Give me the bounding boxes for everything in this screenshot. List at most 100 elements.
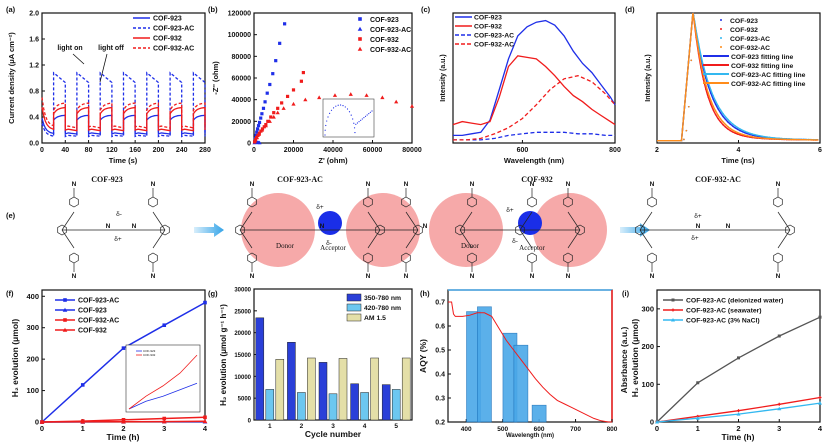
- nitrogen-atom: N: [366, 273, 371, 280]
- y-tick-label: 100000: [228, 32, 251, 39]
- x-tick-label: 80: [85, 147, 93, 154]
- data-point: [257, 140, 262, 145]
- benzene-ring: [363, 196, 373, 208]
- nitrogen-atom: N: [470, 181, 475, 188]
- data-point: [257, 120, 262, 125]
- inset-point: [355, 123, 357, 125]
- data-point: [80, 419, 86, 424]
- bond: [239, 211, 253, 231]
- benzene-ring: [527, 252, 537, 264]
- x-axis-label: Cycle number: [305, 429, 362, 439]
- data-point: [777, 334, 781, 338]
- chart-h: 400 500 600 700 800 0.2 0.3 0.4 0.5 0.6 0.7 Wavelen…: [418, 289, 629, 439]
- legend-label: COF-932 fitting line: [731, 63, 794, 70]
- data-point: [268, 82, 272, 87]
- benzene-ring: [785, 224, 795, 236]
- data-point: [259, 127, 264, 132]
- x-axis-label: Wavelength (nm): [506, 433, 554, 439]
- x-tick-label: 120: [106, 147, 118, 154]
- y-tick-label: 0: [247, 141, 251, 148]
- y-tick-label: 30000: [234, 288, 251, 294]
- data-point: [261, 106, 266, 110]
- legend-label: COF-923-AC: [153, 26, 194, 33]
- nitrogen-atom: N: [650, 181, 655, 188]
- panel-label: (g): [208, 289, 218, 298]
- legend-b: COF-923 COF-923-AC COF-932 COF-932-AC: [357, 17, 411, 54]
- data-point: [409, 104, 415, 108]
- legend-marker: [62, 327, 68, 332]
- legend-label: COF-923: [153, 16, 182, 23]
- data-point: [818, 395, 822, 399]
- x-tick-label: 4: [737, 147, 741, 154]
- inset-point: [330, 109, 333, 111]
- benzene-ring: [160, 224, 170, 236]
- inset-point: [348, 111, 351, 113]
- legend-label: COF-932-AC: [370, 47, 411, 54]
- series-line-cof-932-ac: [41, 97, 206, 129]
- data-point: [278, 41, 282, 45]
- x-tick-label: 4: [818, 424, 823, 433]
- delta-charge-label: δ-: [116, 211, 122, 218]
- data-point: [285, 94, 290, 99]
- y-axis-label: Intensity (a.u.): [440, 54, 447, 101]
- data-point: [161, 419, 167, 424]
- legend-label: COF-923-AC: [474, 33, 514, 40]
- x-tick-label: 60000: [363, 147, 383, 154]
- inset-point: [326, 120, 328, 122]
- data-point: [203, 300, 207, 305]
- x-tick-label: 0: [40, 424, 44, 433]
- annotation-light-off: light off: [98, 45, 124, 52]
- inset-series-line: [128, 354, 198, 410]
- inset-point: [342, 105, 344, 107]
- panel-label: (i): [622, 289, 630, 298]
- bond: [639, 229, 653, 249]
- y-tick-label: 300: [641, 304, 654, 313]
- legend-label: COF-932-AC fitting line: [731, 81, 806, 88]
- legend-label: COF-923: [474, 15, 502, 22]
- x-tick-label: 1: [268, 423, 272, 430]
- legend-label: COF-923: [370, 17, 399, 24]
- inset-point: [366, 114, 368, 116]
- acceptor-label: Acceptor: [519, 244, 545, 252]
- nitrogen-atom: N: [250, 181, 255, 188]
- nitrogen-atom: N: [530, 181, 535, 188]
- bond: [61, 229, 75, 249]
- data-point: [259, 116, 263, 120]
- benzene-ring: [401, 196, 411, 208]
- scheme-e: COF-923 COF-923-AC COF-932 COF-932-AC Donor A…: [57, 175, 795, 280]
- y-tick-label: 0.7: [435, 300, 445, 307]
- x-tick-label: 1: [696, 424, 700, 433]
- y-tick-label: 100: [26, 386, 39, 395]
- x-tick-label: 0: [252, 147, 256, 154]
- x-axis-label: Time (ns): [721, 156, 755, 165]
- y-tick-label: 300: [26, 323, 39, 332]
- bond: [152, 211, 166, 231]
- x-tick-label: 800: [609, 147, 621, 154]
- x-axis-label: Time (h): [722, 432, 755, 442]
- y-axis-label: H₂ evolution (μmol): [10, 319, 20, 398]
- benzene-ring: [235, 224, 245, 236]
- bar: [338, 358, 348, 421]
- benzene-ring: [247, 196, 257, 208]
- data-point: [252, 138, 258, 143]
- data-point: [818, 315, 822, 319]
- y-tick-label: 120000: [228, 11, 251, 18]
- series-line: [452, 55, 616, 126]
- delta-charge-label: δ-: [326, 240, 332, 247]
- legend-label: COF-923-AC: [370, 27, 411, 34]
- data-point: [394, 99, 399, 104]
- inset-point: [332, 107, 335, 109]
- nitrogen-atom: N: [320, 223, 325, 230]
- bond: [519, 229, 533, 249]
- bar: [328, 393, 338, 421]
- x-tick-label: 40000: [323, 147, 343, 154]
- nitrogen-atom: N: [404, 273, 409, 280]
- nitrogen-atom: N: [726, 223, 731, 230]
- legend-swatch: [346, 313, 362, 322]
- legend-label: COF-932-AC: [474, 42, 514, 49]
- legend-marker: [671, 318, 675, 322]
- bar: [275, 359, 285, 421]
- y-tick-label: 200: [26, 355, 39, 364]
